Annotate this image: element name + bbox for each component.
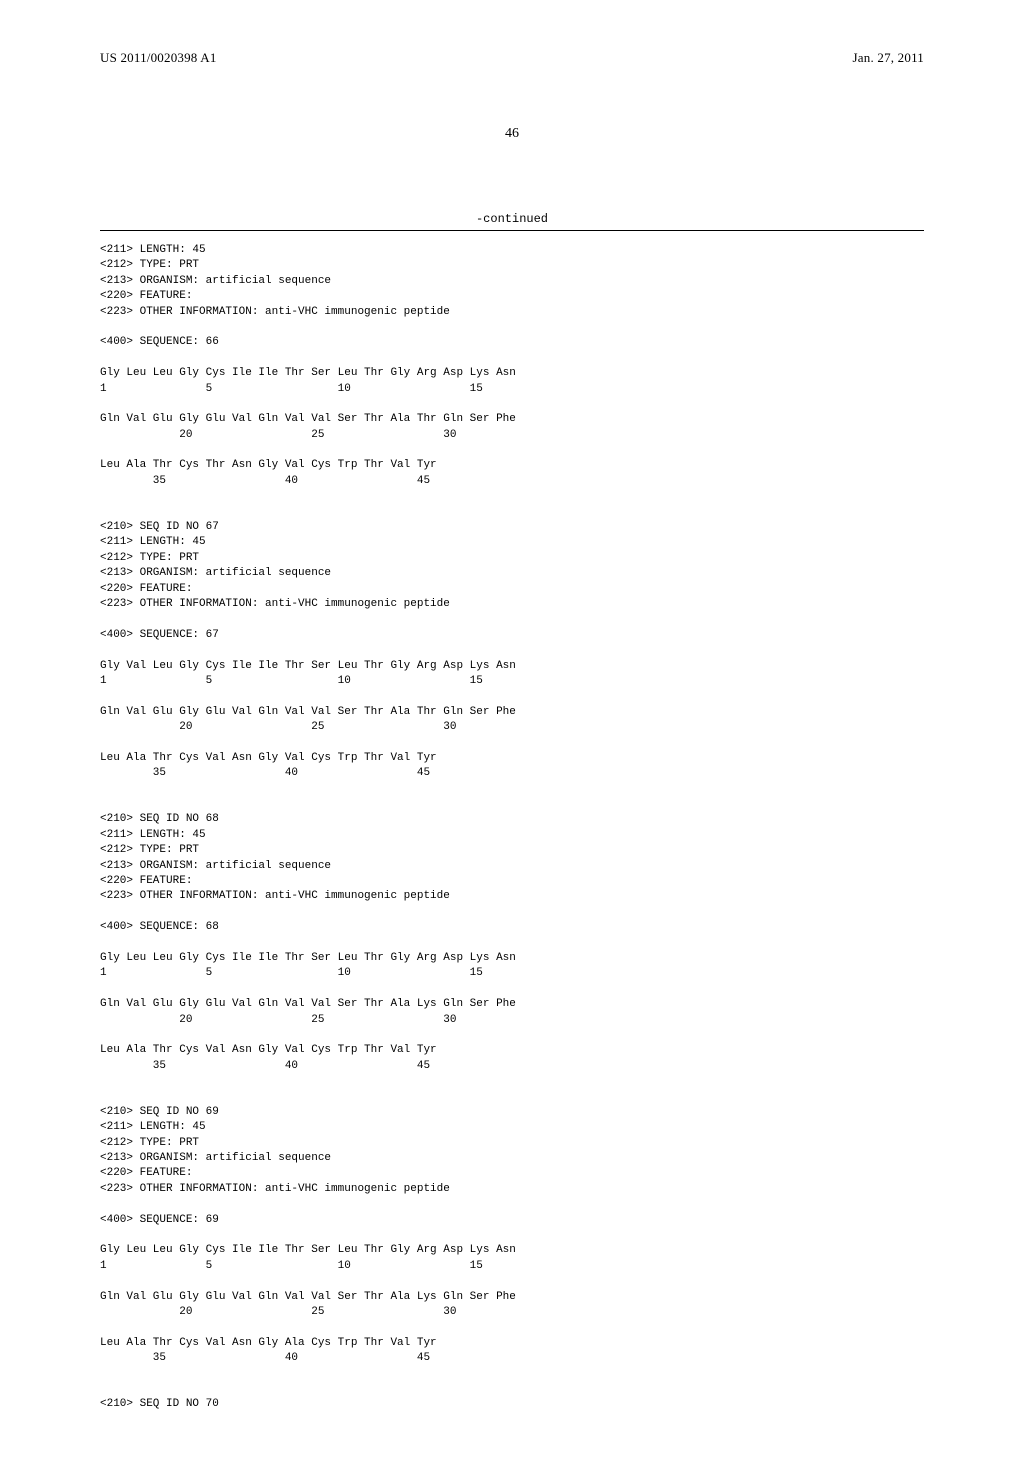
publication-date: Jan. 27, 2011 (853, 50, 924, 66)
page-number: 46 (100, 126, 924, 142)
page-container: US 2011/0020398 A1 Jan. 27, 2011 46 -con… (0, 0, 1024, 1473)
sequence-listing: <211> LENGTH: 45 <212> TYPE: PRT <213> O… (100, 243, 924, 1413)
top-rule (100, 230, 924, 231)
continued-label: -continued (100, 212, 924, 226)
publication-number: US 2011/0020398 A1 (100, 50, 217, 66)
header-row: US 2011/0020398 A1 Jan. 27, 2011 (100, 50, 924, 66)
